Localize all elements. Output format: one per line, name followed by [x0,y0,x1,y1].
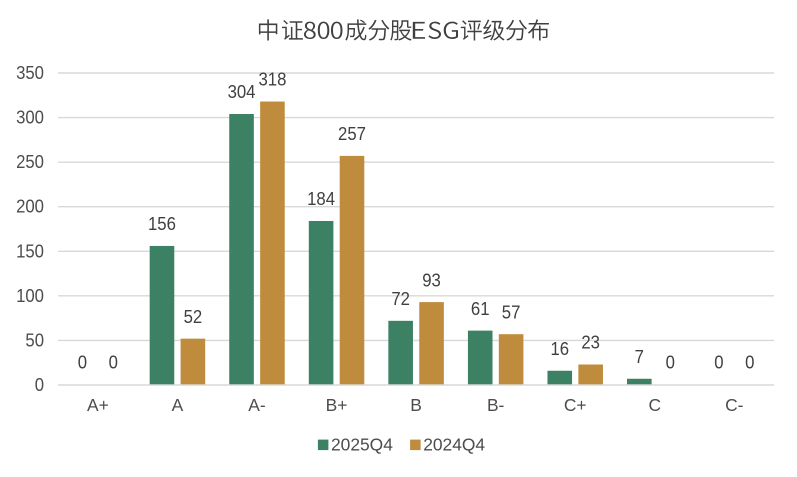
svg-text:B-: B- [487,395,505,415]
svg-text:C: C [648,395,661,415]
svg-text:A: A [172,395,184,415]
svg-text:57: 57 [502,302,521,322]
svg-text:184: 184 [307,189,335,209]
svg-text:C+: C+ [564,395,587,415]
svg-text:50: 50 [25,330,44,350]
svg-text:150: 150 [16,241,44,261]
svg-text:156: 156 [148,214,176,234]
svg-text:0: 0 [78,353,87,373]
svg-text:200: 200 [16,197,44,217]
svg-text:2025Q4: 2025Q4 [331,434,393,454]
svg-text:61: 61 [471,299,490,319]
svg-text:0: 0 [745,353,754,373]
svg-text:300: 300 [16,108,44,128]
svg-text:2024Q4: 2024Q4 [423,434,485,454]
svg-text:100: 100 [16,286,44,306]
svg-text:0: 0 [35,375,44,395]
svg-text:250: 250 [16,152,44,172]
svg-text:23: 23 [581,333,600,353]
svg-text:0: 0 [666,353,675,373]
svg-text:52: 52 [184,307,203,327]
svg-text:16: 16 [550,339,569,359]
svg-text:A+: A+ [87,395,109,415]
svg-text:B: B [410,395,422,415]
svg-text:304: 304 [228,82,256,102]
svg-text:318: 318 [258,70,286,90]
svg-text:A-: A- [248,395,266,415]
svg-text:0: 0 [109,353,118,373]
svg-text:7: 7 [635,347,644,367]
svg-text:257: 257 [338,124,366,144]
svg-text:B+: B+ [326,395,348,415]
svg-text:350: 350 [16,63,44,83]
svg-text:C-: C- [725,395,744,415]
svg-text:0: 0 [714,353,723,373]
svg-text:72: 72 [391,289,410,309]
svg-text:93: 93 [422,270,441,290]
